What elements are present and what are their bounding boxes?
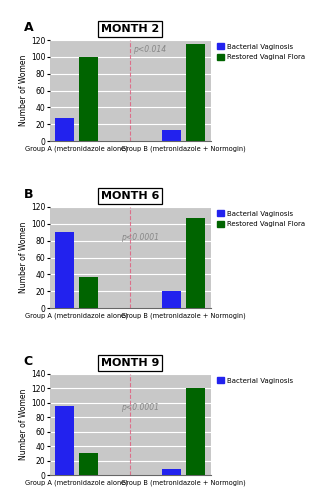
Bar: [186, 388, 205, 475]
Text: A: A: [24, 21, 33, 34]
Bar: [186, 44, 205, 141]
Text: p<0.0001: p<0.0001: [121, 404, 158, 412]
Text: C: C: [24, 355, 33, 368]
Y-axis label: Number of Women: Number of Women: [19, 388, 28, 460]
Y-axis label: Number of Women: Number of Women: [19, 55, 28, 127]
Text: p<0.0001: p<0.0001: [121, 234, 158, 242]
Bar: [79, 277, 98, 308]
Bar: [79, 57, 98, 141]
Bar: [55, 406, 74, 475]
Bar: [162, 291, 181, 308]
Text: MONTH 6: MONTH 6: [101, 191, 159, 201]
Text: B: B: [24, 188, 33, 201]
Bar: [55, 118, 74, 141]
Bar: [186, 218, 205, 308]
Text: MONTH 2: MONTH 2: [101, 24, 159, 34]
Text: p<0.014: p<0.014: [133, 45, 166, 54]
Text: MONTH 9: MONTH 9: [101, 358, 159, 368]
Y-axis label: Number of Women: Number of Women: [19, 222, 28, 293]
Bar: [162, 469, 181, 475]
Bar: [55, 232, 74, 308]
Bar: [162, 130, 181, 141]
Bar: [79, 454, 98, 475]
Legend: Bacterial Vaginosis: Bacterial Vaginosis: [218, 378, 293, 384]
Legend: Bacterial Vaginosis, Restored Vaginal Flora: Bacterial Vaginosis, Restored Vaginal Fl…: [218, 210, 305, 227]
Legend: Bacterial Vaginosis, Restored Vaginal Flora: Bacterial Vaginosis, Restored Vaginal Fl…: [218, 44, 305, 60]
